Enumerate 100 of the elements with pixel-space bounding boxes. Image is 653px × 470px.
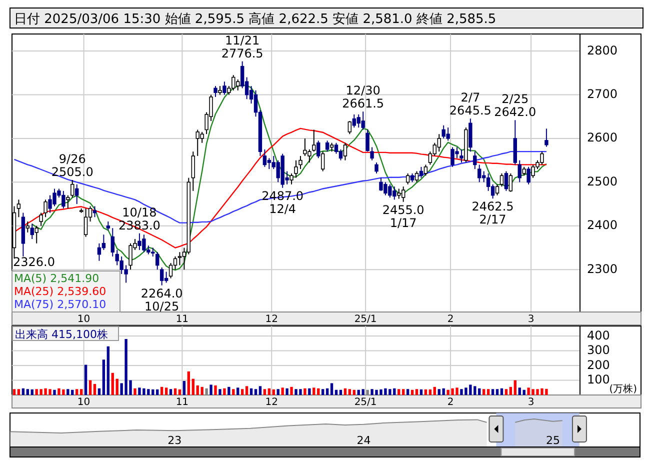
bar xyxy=(254,389,258,395)
y-tick-label: 200 xyxy=(587,358,610,372)
y-tick-label: 2500 xyxy=(587,174,618,188)
x-tick-label: 25/1 xyxy=(354,314,377,325)
candlestick xyxy=(290,172,294,185)
bar xyxy=(424,389,428,395)
x-tick-label: 10 xyxy=(77,314,90,325)
bar xyxy=(500,388,504,395)
bar xyxy=(330,383,334,395)
bar xyxy=(116,378,118,395)
bar xyxy=(362,389,364,395)
candlestick xyxy=(338,148,343,161)
bar xyxy=(169,389,172,395)
bar xyxy=(80,389,83,395)
bar xyxy=(491,389,494,395)
candlestick xyxy=(325,140,330,152)
bar xyxy=(504,389,508,395)
annotation: 11/21 2776.5 xyxy=(221,33,264,60)
candlestick xyxy=(366,129,370,152)
x-tick-label: 3 xyxy=(528,314,534,325)
candlestick xyxy=(178,252,182,266)
annotation: 12/30 2661.5 xyxy=(342,84,384,111)
candlestick xyxy=(419,166,424,178)
bar xyxy=(352,390,356,395)
bar xyxy=(30,389,34,395)
candlestick xyxy=(374,162,378,174)
candlestick xyxy=(486,172,490,192)
bar xyxy=(348,389,352,395)
bar xyxy=(160,386,164,395)
y-tick-label: 100 xyxy=(587,372,610,387)
bar xyxy=(268,388,271,395)
candlestick xyxy=(495,184,500,196)
candlestick xyxy=(508,172,513,192)
bar xyxy=(218,389,222,395)
bar xyxy=(245,386,248,395)
bar xyxy=(496,389,499,395)
bar xyxy=(312,388,316,395)
bar xyxy=(509,386,512,395)
bar xyxy=(258,386,262,395)
candlestick xyxy=(294,160,298,178)
candlestick xyxy=(44,199,48,218)
bar xyxy=(410,390,414,395)
candlestick xyxy=(544,128,548,148)
bar xyxy=(228,386,230,395)
candlestick xyxy=(66,194,70,209)
bar xyxy=(402,389,405,395)
annotation: 2455.0 1/17 xyxy=(382,202,424,230)
x-tick-label: 24 xyxy=(356,434,371,447)
annotation: 2462.5 2/17 xyxy=(472,200,514,227)
y-axis-title: (万株) xyxy=(609,383,638,395)
candlestick xyxy=(500,172,504,188)
x-tick-label: 11 xyxy=(176,314,189,325)
candlestick xyxy=(16,199,21,218)
bar xyxy=(326,388,329,395)
bar xyxy=(308,388,311,395)
candlestick xyxy=(397,188,401,200)
bar xyxy=(339,390,342,395)
bar xyxy=(53,390,56,395)
annotation: 9/26 2505.0 xyxy=(51,152,94,179)
x-tick-label: 23 xyxy=(168,434,182,447)
bar xyxy=(286,388,288,395)
bar xyxy=(398,389,400,395)
candlestick xyxy=(518,160,522,183)
bar xyxy=(263,389,266,395)
bar xyxy=(240,389,244,395)
candlestick xyxy=(334,142,338,154)
bar xyxy=(164,388,168,395)
candlestick xyxy=(164,271,168,284)
candlestick xyxy=(168,262,173,279)
bar xyxy=(106,346,110,395)
line-series xyxy=(14,128,548,248)
annotation: 2326.0 xyxy=(13,255,55,269)
candlestick xyxy=(70,179,74,198)
candlestick xyxy=(504,170,508,192)
bar xyxy=(433,386,436,395)
candlestick xyxy=(92,206,97,218)
x-tick-label: 12 xyxy=(265,397,278,408)
x-tick-label: 12 xyxy=(265,314,278,325)
bar xyxy=(518,388,521,395)
candlestick xyxy=(200,131,204,144)
y-tick-label: 2600 xyxy=(587,130,618,145)
bar xyxy=(200,386,204,395)
bar xyxy=(478,388,481,395)
candlestick xyxy=(262,148,267,168)
text: MA(5) 2,541.90 xyxy=(14,272,100,285)
bar xyxy=(236,388,240,395)
bar xyxy=(281,388,284,395)
bar xyxy=(88,380,92,395)
y-tick-label: 400 xyxy=(587,328,610,342)
bar xyxy=(522,390,526,395)
bar xyxy=(93,384,96,395)
candlestick xyxy=(267,158,272,170)
bar xyxy=(210,384,212,395)
annotation: 2/7 2645.5 xyxy=(449,90,492,118)
bar xyxy=(66,389,70,395)
candlestick xyxy=(312,129,316,152)
y-tick-label: 2400 xyxy=(587,218,618,232)
bar xyxy=(187,371,190,395)
x-tick-label: 2 xyxy=(447,397,454,408)
candlestick xyxy=(39,212,43,226)
